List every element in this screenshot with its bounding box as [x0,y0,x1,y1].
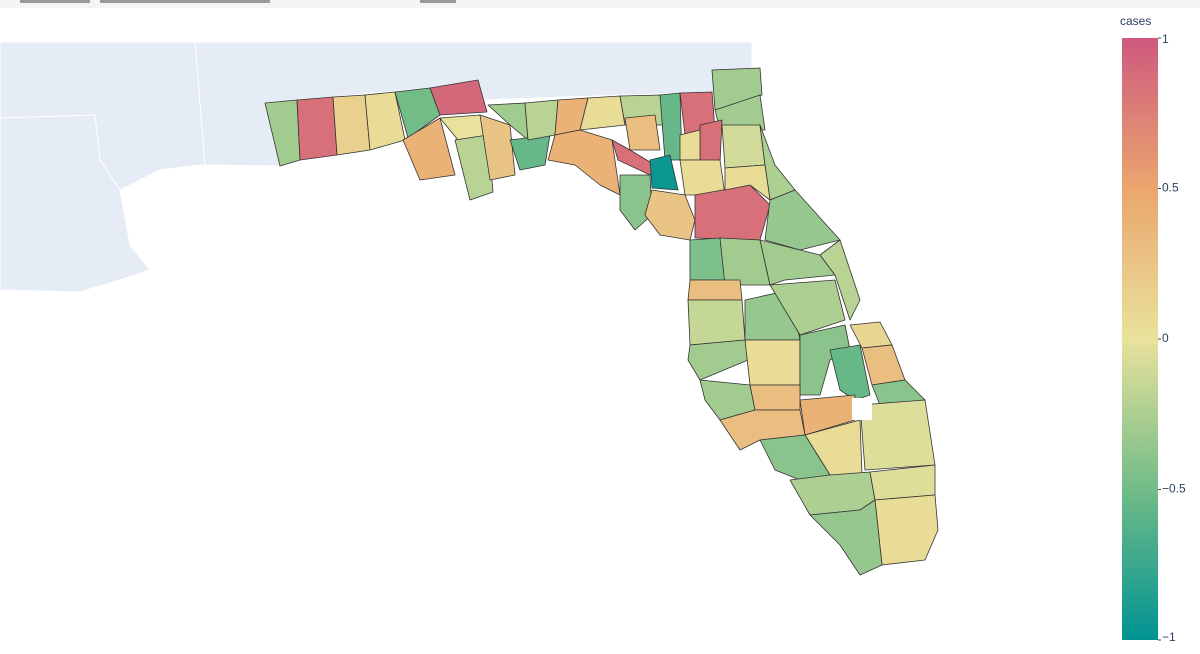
county [874,494,939,566]
county [869,464,936,501]
colorbar-ticks: −1 −0.5 0 0.5 1 [1158,32,1186,644]
county [687,279,743,301]
county [524,99,559,141]
top-bar-tab [100,0,270,3]
colorbar-tick-label: 0.5 [1162,181,1179,195]
county [509,134,551,171]
county [749,384,801,411]
top-bar-tab [420,0,456,3]
counties [264,67,939,576]
county [624,114,661,151]
colorbar-tick-label: 0 [1162,331,1169,345]
county [721,124,766,169]
colorbar-title: cases [1120,14,1151,28]
county [644,189,696,241]
county [679,129,701,161]
county [619,174,653,231]
county [769,279,846,336]
county [819,239,861,321]
county [429,79,488,116]
county [694,184,771,241]
county [699,119,723,164]
county [687,339,749,381]
county [659,92,683,161]
county [711,67,763,111]
county [689,237,726,281]
county [829,344,871,401]
county [744,339,801,386]
county [479,114,516,181]
county [649,154,679,191]
county [679,159,726,196]
county [296,96,338,161]
county [454,134,494,201]
county [687,299,746,346]
state-border [0,41,206,191]
county [849,321,893,349]
county [861,344,906,386]
county [332,94,371,156]
county [547,129,621,196]
county [809,499,883,576]
county [724,164,771,201]
county [764,189,841,251]
top-bar [0,0,1200,8]
top-bar-tab [20,0,90,3]
colorbar-tick-label: 1 [1162,32,1169,46]
colorbar-tick-label: −1 [1162,630,1176,644]
county [402,117,456,181]
lake [852,398,872,420]
colorbar [1122,38,1158,640]
colorbar-tick-label: −0.5 [1162,482,1186,496]
